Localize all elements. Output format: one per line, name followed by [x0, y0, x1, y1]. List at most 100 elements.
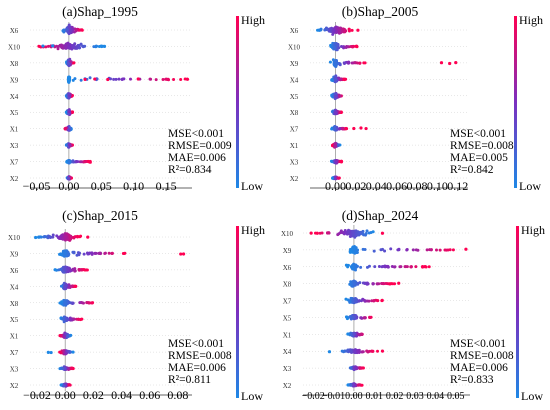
feature-label: X3 — [283, 365, 292, 373]
shap-point — [404, 265, 408, 269]
shap-point — [63, 334, 67, 338]
colorbar — [236, 16, 239, 188]
metric-2: RMSE=0.009 — [168, 140, 232, 152]
shap-point — [367, 231, 371, 235]
shap-outlier-point — [179, 252, 183, 256]
x-tick-label: 0.05 — [447, 391, 465, 402]
feature-label: X6 — [10, 267, 19, 275]
shap-point — [451, 248, 455, 252]
shap-point — [67, 79, 71, 83]
shap-outlier-point — [380, 231, 385, 235]
shap-point — [342, 350, 346, 354]
x-tick-label: 0.00 — [345, 391, 363, 402]
shap-point — [356, 349, 360, 353]
feature-label: X10 — [8, 43, 21, 51]
shap-point — [75, 44, 79, 48]
shap-outlier-point — [309, 231, 313, 235]
shap-outlier-point — [359, 126, 363, 130]
shap-point — [333, 144, 337, 148]
shap-point — [72, 236, 76, 240]
shap-point — [427, 265, 431, 269]
feature-label: X6 — [290, 27, 299, 35]
shap-point — [76, 160, 80, 164]
x-tick-label: 0.00 — [55, 388, 76, 402]
shap-point — [335, 30, 339, 34]
metric-3: MAE=0.006 — [168, 362, 226, 374]
shap-point — [333, 142, 337, 146]
shap-point — [353, 366, 357, 370]
feature-label: X4 — [10, 93, 19, 101]
shap-point — [363, 61, 367, 65]
feature-label: X10 — [281, 230, 294, 238]
shap-point — [87, 301, 91, 305]
colorbar — [516, 226, 519, 398]
shap-point — [63, 301, 67, 305]
metric-4: R²=0.833 — [450, 374, 494, 386]
shap-point — [353, 350, 357, 354]
x-tick-label: 0.10 — [427, 179, 448, 193]
colorbar-low-label: Low — [241, 389, 263, 403]
shap-outlier-point — [356, 28, 360, 32]
feature-label: X8 — [10, 300, 19, 308]
feature-label: X3 — [290, 159, 299, 167]
shap-point — [325, 27, 329, 31]
shap-point — [448, 248, 452, 252]
shap-outlier-point — [364, 126, 368, 131]
x-tick-label: 0.06 — [139, 388, 160, 402]
shap-point — [62, 317, 66, 321]
shap-point — [67, 160, 71, 164]
x-tick-label: 0.01 — [366, 391, 384, 402]
shap-point — [328, 60, 332, 64]
shap-point — [331, 78, 335, 82]
shap-point — [331, 32, 335, 36]
shap-point — [107, 251, 111, 255]
shap-outlier-point — [327, 350, 332, 354]
shap-point — [354, 234, 358, 238]
shap-point — [358, 281, 362, 285]
shap-point — [350, 28, 354, 32]
shap-point — [99, 252, 103, 256]
shap-panel-4: (d)Shap_2024−0.02−0.01 0.00 0.01 0.02 0.03 0.… — [281, 208, 545, 403]
shap-point — [66, 334, 70, 338]
shap-point — [345, 232, 349, 236]
colorbar-high-label: High — [241, 223, 265, 237]
shap-point — [375, 282, 379, 286]
shap-point — [346, 265, 350, 269]
shap-point — [60, 253, 64, 257]
feature-label: X1 — [10, 126, 19, 134]
shap-point — [64, 268, 68, 272]
shap-point — [78, 301, 82, 305]
shap-point — [95, 77, 99, 81]
metric-1: MSE<0.001 — [168, 338, 224, 350]
feature-label: X9 — [10, 76, 19, 84]
shap-point — [411, 248, 415, 252]
shap-point — [65, 43, 69, 47]
shap-point — [342, 27, 346, 31]
shap-point — [70, 366, 74, 370]
shap-point — [337, 143, 341, 147]
shap-point — [78, 251, 82, 255]
shap-point — [334, 111, 338, 115]
shap-point — [71, 350, 75, 354]
shap-point — [360, 383, 364, 387]
feature-label: X8 — [290, 109, 299, 117]
shap-point — [67, 110, 71, 114]
metric-1: MSE<0.001 — [450, 338, 506, 350]
panel-title: (a)Shap_1995 — [62, 4, 138, 19]
shap-point — [358, 366, 362, 370]
shap-point — [59, 351, 63, 355]
shap-outlier-point — [439, 61, 444, 65]
shap-point — [94, 251, 98, 255]
shap-point — [330, 143, 334, 147]
shap-point — [63, 235, 67, 238]
shap-point — [350, 61, 354, 65]
feature-label: X10 — [8, 234, 21, 242]
shap-point — [356, 230, 360, 234]
colorbar — [514, 16, 517, 188]
shap-point — [117, 77, 121, 81]
shap-point — [161, 78, 165, 81]
shap-point — [334, 43, 338, 47]
shap-point — [372, 249, 376, 253]
shap-outlier-point — [41, 44, 45, 48]
feature-label: X6 — [283, 264, 292, 272]
